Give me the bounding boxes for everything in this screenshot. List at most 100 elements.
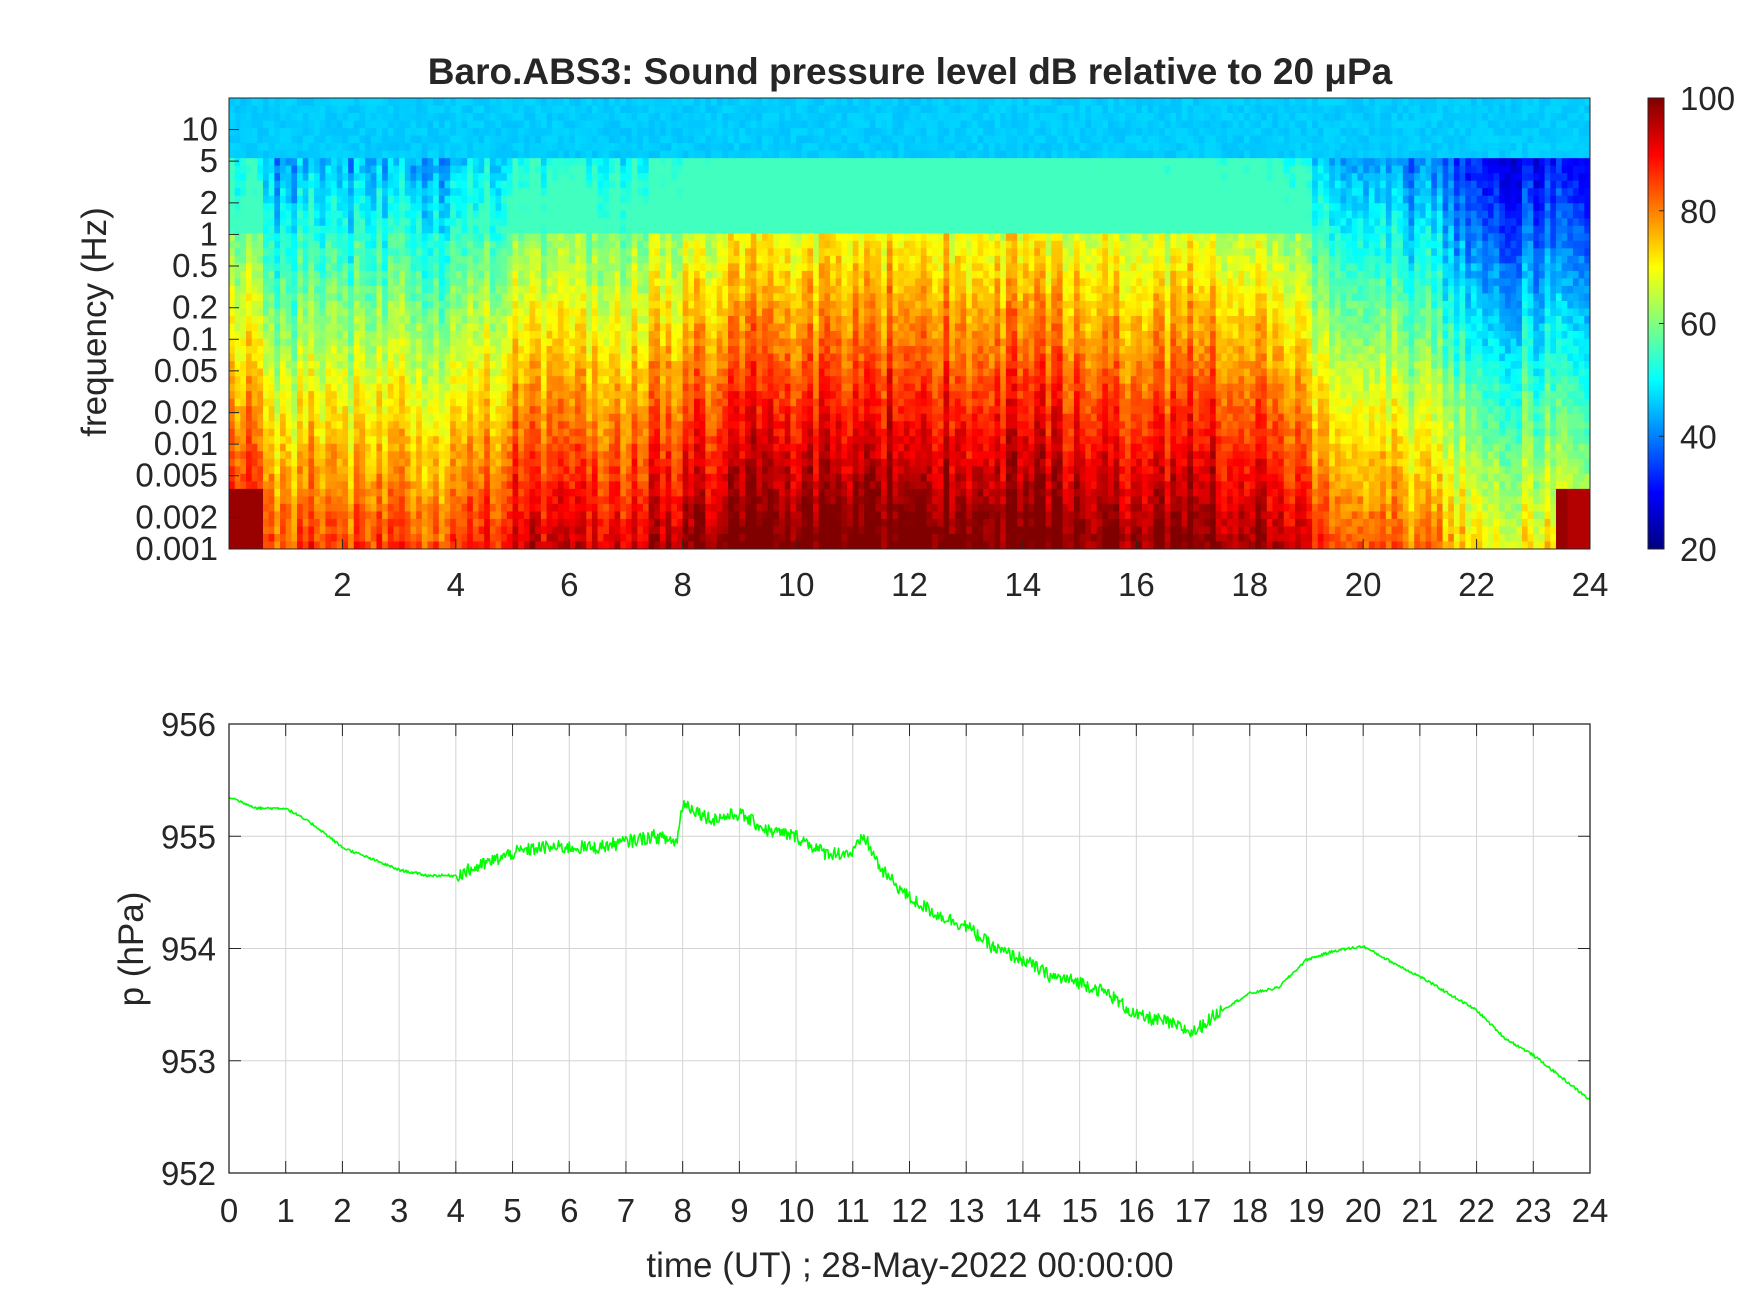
heatmap-cell xyxy=(285,436,292,445)
heatmap-cell xyxy=(285,120,292,129)
heatmap-cell xyxy=(574,203,582,212)
heatmap-cell xyxy=(336,315,344,325)
heatmap-cell xyxy=(501,150,508,159)
heatmap-cell xyxy=(557,195,565,204)
heatmap-cell xyxy=(314,391,321,400)
heatmap-cell xyxy=(365,443,372,452)
heatmap-cell xyxy=(433,225,440,234)
heatmap-cell xyxy=(597,511,604,520)
heatmap-cell xyxy=(620,300,627,310)
heatmap-cell xyxy=(331,308,338,317)
heatmap-cell xyxy=(251,383,258,392)
heatmap-cell xyxy=(240,135,247,144)
heatmap-cell xyxy=(308,195,315,204)
heatmap-cell xyxy=(268,466,275,475)
heatmap-cell xyxy=(642,135,650,144)
heatmap-cell xyxy=(671,98,678,107)
heatmap-cell xyxy=(694,526,701,535)
heatmap-cell xyxy=(535,421,542,430)
heatmap-cell xyxy=(376,188,383,197)
heatmap-cell xyxy=(461,526,468,535)
heatmap-cell xyxy=(251,308,258,317)
heatmap-cell xyxy=(404,255,412,264)
heatmap-cell xyxy=(268,218,275,227)
heatmap-cell xyxy=(370,376,378,385)
heatmap-cell xyxy=(370,278,378,287)
heatmap-cell xyxy=(382,443,389,452)
heatmap-cell xyxy=(523,413,531,422)
heatmap-cell xyxy=(331,218,338,227)
heatmap-cell xyxy=(229,203,236,212)
heatmap-cell xyxy=(495,188,502,197)
heatmap-cell xyxy=(529,150,536,159)
heatmap-cell xyxy=(240,300,247,310)
heatmap-cell xyxy=(421,488,429,497)
heatmap-cell xyxy=(257,98,264,107)
heatmap-cell xyxy=(325,233,332,242)
heatmap-cell xyxy=(251,225,258,234)
heatmap-cell xyxy=(631,248,638,257)
heatmap-cell xyxy=(427,225,434,234)
heatmap-cell xyxy=(631,451,638,460)
heatmap-cell xyxy=(506,526,514,535)
heatmap-cell xyxy=(569,195,576,204)
heatmap-cell xyxy=(450,285,457,295)
heatmap-cell xyxy=(427,443,434,452)
heatmap-cell xyxy=(682,233,689,242)
heatmap-cell xyxy=(603,278,610,287)
heatmap-cell xyxy=(427,300,434,310)
heatmap-cell xyxy=(580,150,587,159)
heatmap-cell xyxy=(421,533,429,543)
heatmap-cell xyxy=(512,391,519,400)
heatmap-cell xyxy=(597,413,604,422)
heatmap-cell xyxy=(331,135,338,144)
heatmap-cell xyxy=(331,511,338,520)
heatmap-cell xyxy=(353,481,361,490)
heatmap-cell xyxy=(552,263,559,272)
heatmap-cell xyxy=(263,323,270,332)
heatmap-cell xyxy=(427,248,434,257)
heatmap-cell xyxy=(586,180,593,189)
heatmap-cell xyxy=(495,361,502,370)
heatmap-cell xyxy=(263,428,270,437)
heatmap-cell xyxy=(280,518,287,528)
heatmap-cell xyxy=(540,240,548,249)
heatmap-cell xyxy=(523,496,531,505)
heatmap-cell xyxy=(506,511,514,520)
heatmap-cell xyxy=(455,135,463,144)
heatmap-cell xyxy=(353,541,361,549)
heatmap-cell xyxy=(518,188,525,197)
heatmap-cell xyxy=(280,218,287,227)
heatmap-cell xyxy=(659,533,667,543)
heatmap-cell xyxy=(393,406,400,415)
heatmap-cell xyxy=(274,346,281,355)
heatmap-cell xyxy=(557,443,565,452)
heatmap-cell xyxy=(365,346,372,355)
heatmap-cell xyxy=(393,413,400,422)
heatmap-cell xyxy=(591,173,599,182)
heatmap-cell xyxy=(552,240,559,249)
heatmap-cell xyxy=(308,113,315,122)
heatmap-cell xyxy=(365,488,372,497)
heatmap-cell xyxy=(438,323,446,332)
heatmap-cell xyxy=(552,113,559,122)
heatmap-cell xyxy=(540,158,548,167)
heatmap-cell xyxy=(467,165,474,174)
heatmap-cell xyxy=(586,376,593,385)
heatmap-cell xyxy=(438,526,446,535)
heatmap-cell xyxy=(620,173,627,182)
heatmap-cell xyxy=(342,263,349,272)
heatmap-cell xyxy=(597,255,604,264)
heatmap-cell xyxy=(654,173,661,182)
heatmap-cell xyxy=(319,353,326,362)
heatmap-cell xyxy=(342,443,349,452)
heatmap-cell xyxy=(495,158,502,167)
heatmap-cell xyxy=(495,376,502,385)
heatmap-cell xyxy=(251,165,258,174)
heatmap-cell xyxy=(535,195,542,204)
heatmap-cell xyxy=(529,368,536,377)
heatmap-cell xyxy=(325,173,332,182)
heatmap-cell xyxy=(444,526,451,535)
heatmap-cell xyxy=(450,428,457,437)
heatmap-cell xyxy=(677,248,684,257)
